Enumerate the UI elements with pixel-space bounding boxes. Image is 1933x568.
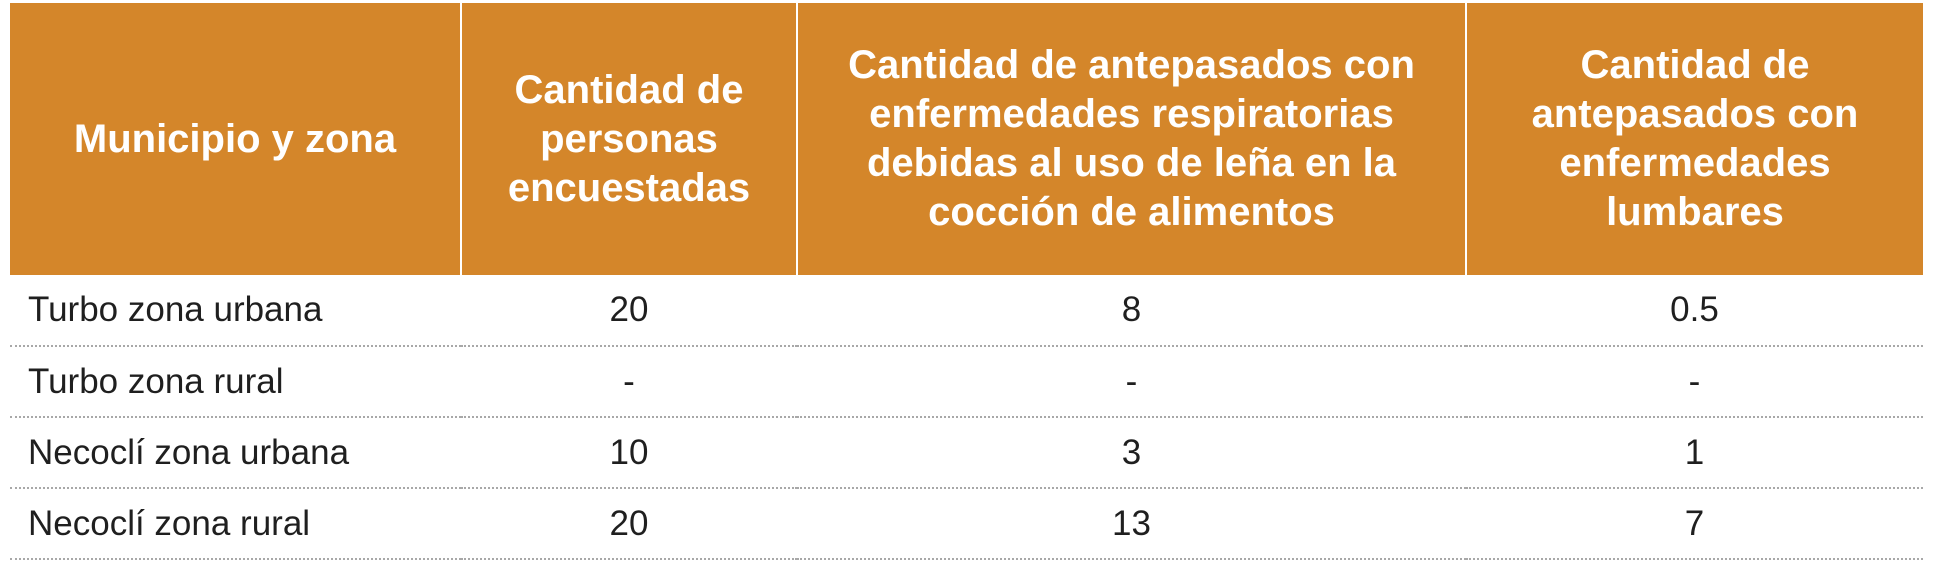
cell-enfermedades-respiratorias: 8 <box>797 275 1466 347</box>
cell-municipio-zona: Necoclí zona urbana <box>10 417 461 489</box>
cell-municipio-zona: Turbo zona rural <box>10 346 461 418</box>
cell-enfermedades-lumbares: 7 <box>1466 488 1923 560</box>
cell-enfermedades-lumbares: - <box>1466 346 1923 418</box>
header-row: Municipio y zona Cantidad de personas en… <box>10 3 1923 275</box>
cell-enfermedades-respiratorias: 3 <box>797 417 1466 489</box>
cell-enfermedades-lumbares: 1 <box>1466 417 1923 489</box>
data-table: Municipio y zona Cantidad de personas en… <box>10 3 1923 560</box>
cell-municipio-zona: Necoclí zona rural <box>10 488 461 560</box>
table-row: Turbo zona rural - - - <box>10 346 1923 418</box>
header-enfermedades-lumbares: Cantidad de antepasados con enfermedades… <box>1466 3 1923 275</box>
cell-municipio-zona: Turbo zona urbana <box>10 275 461 347</box>
table-header: Municipio y zona Cantidad de personas en… <box>10 3 1923 275</box>
cell-personas-encuestadas: 10 <box>461 417 797 489</box>
table-row: Turbo zona urbana 20 8 0.5 <box>10 275 1923 347</box>
table-row: Necoclí zona rural 20 13 7 <box>10 488 1923 560</box>
cell-enfermedades-respiratorias: - <box>797 346 1466 418</box>
cell-enfermedades-respiratorias: 13 <box>797 488 1466 560</box>
header-enfermedades-respiratorias: Cantidad de antepasados con enfermedades… <box>797 3 1467 275</box>
data-table-container: Municipio y zona Cantidad de personas en… <box>10 3 1923 560</box>
header-personas-encuestadas: Cantidad de personas encuestadas <box>461 3 798 275</box>
cell-personas-encuestadas: 20 <box>461 275 797 347</box>
header-municipio-zona: Municipio y zona <box>10 3 462 275</box>
table-row: Necoclí zona urbana 10 3 1 <box>10 417 1923 489</box>
table-body: Turbo zona urbana 20 8 0.5 Turbo zona ru… <box>10 275 1923 560</box>
cell-personas-encuestadas: 20 <box>461 488 797 560</box>
cell-enfermedades-lumbares: 0.5 <box>1466 275 1923 347</box>
cell-personas-encuestadas: - <box>461 346 797 418</box>
